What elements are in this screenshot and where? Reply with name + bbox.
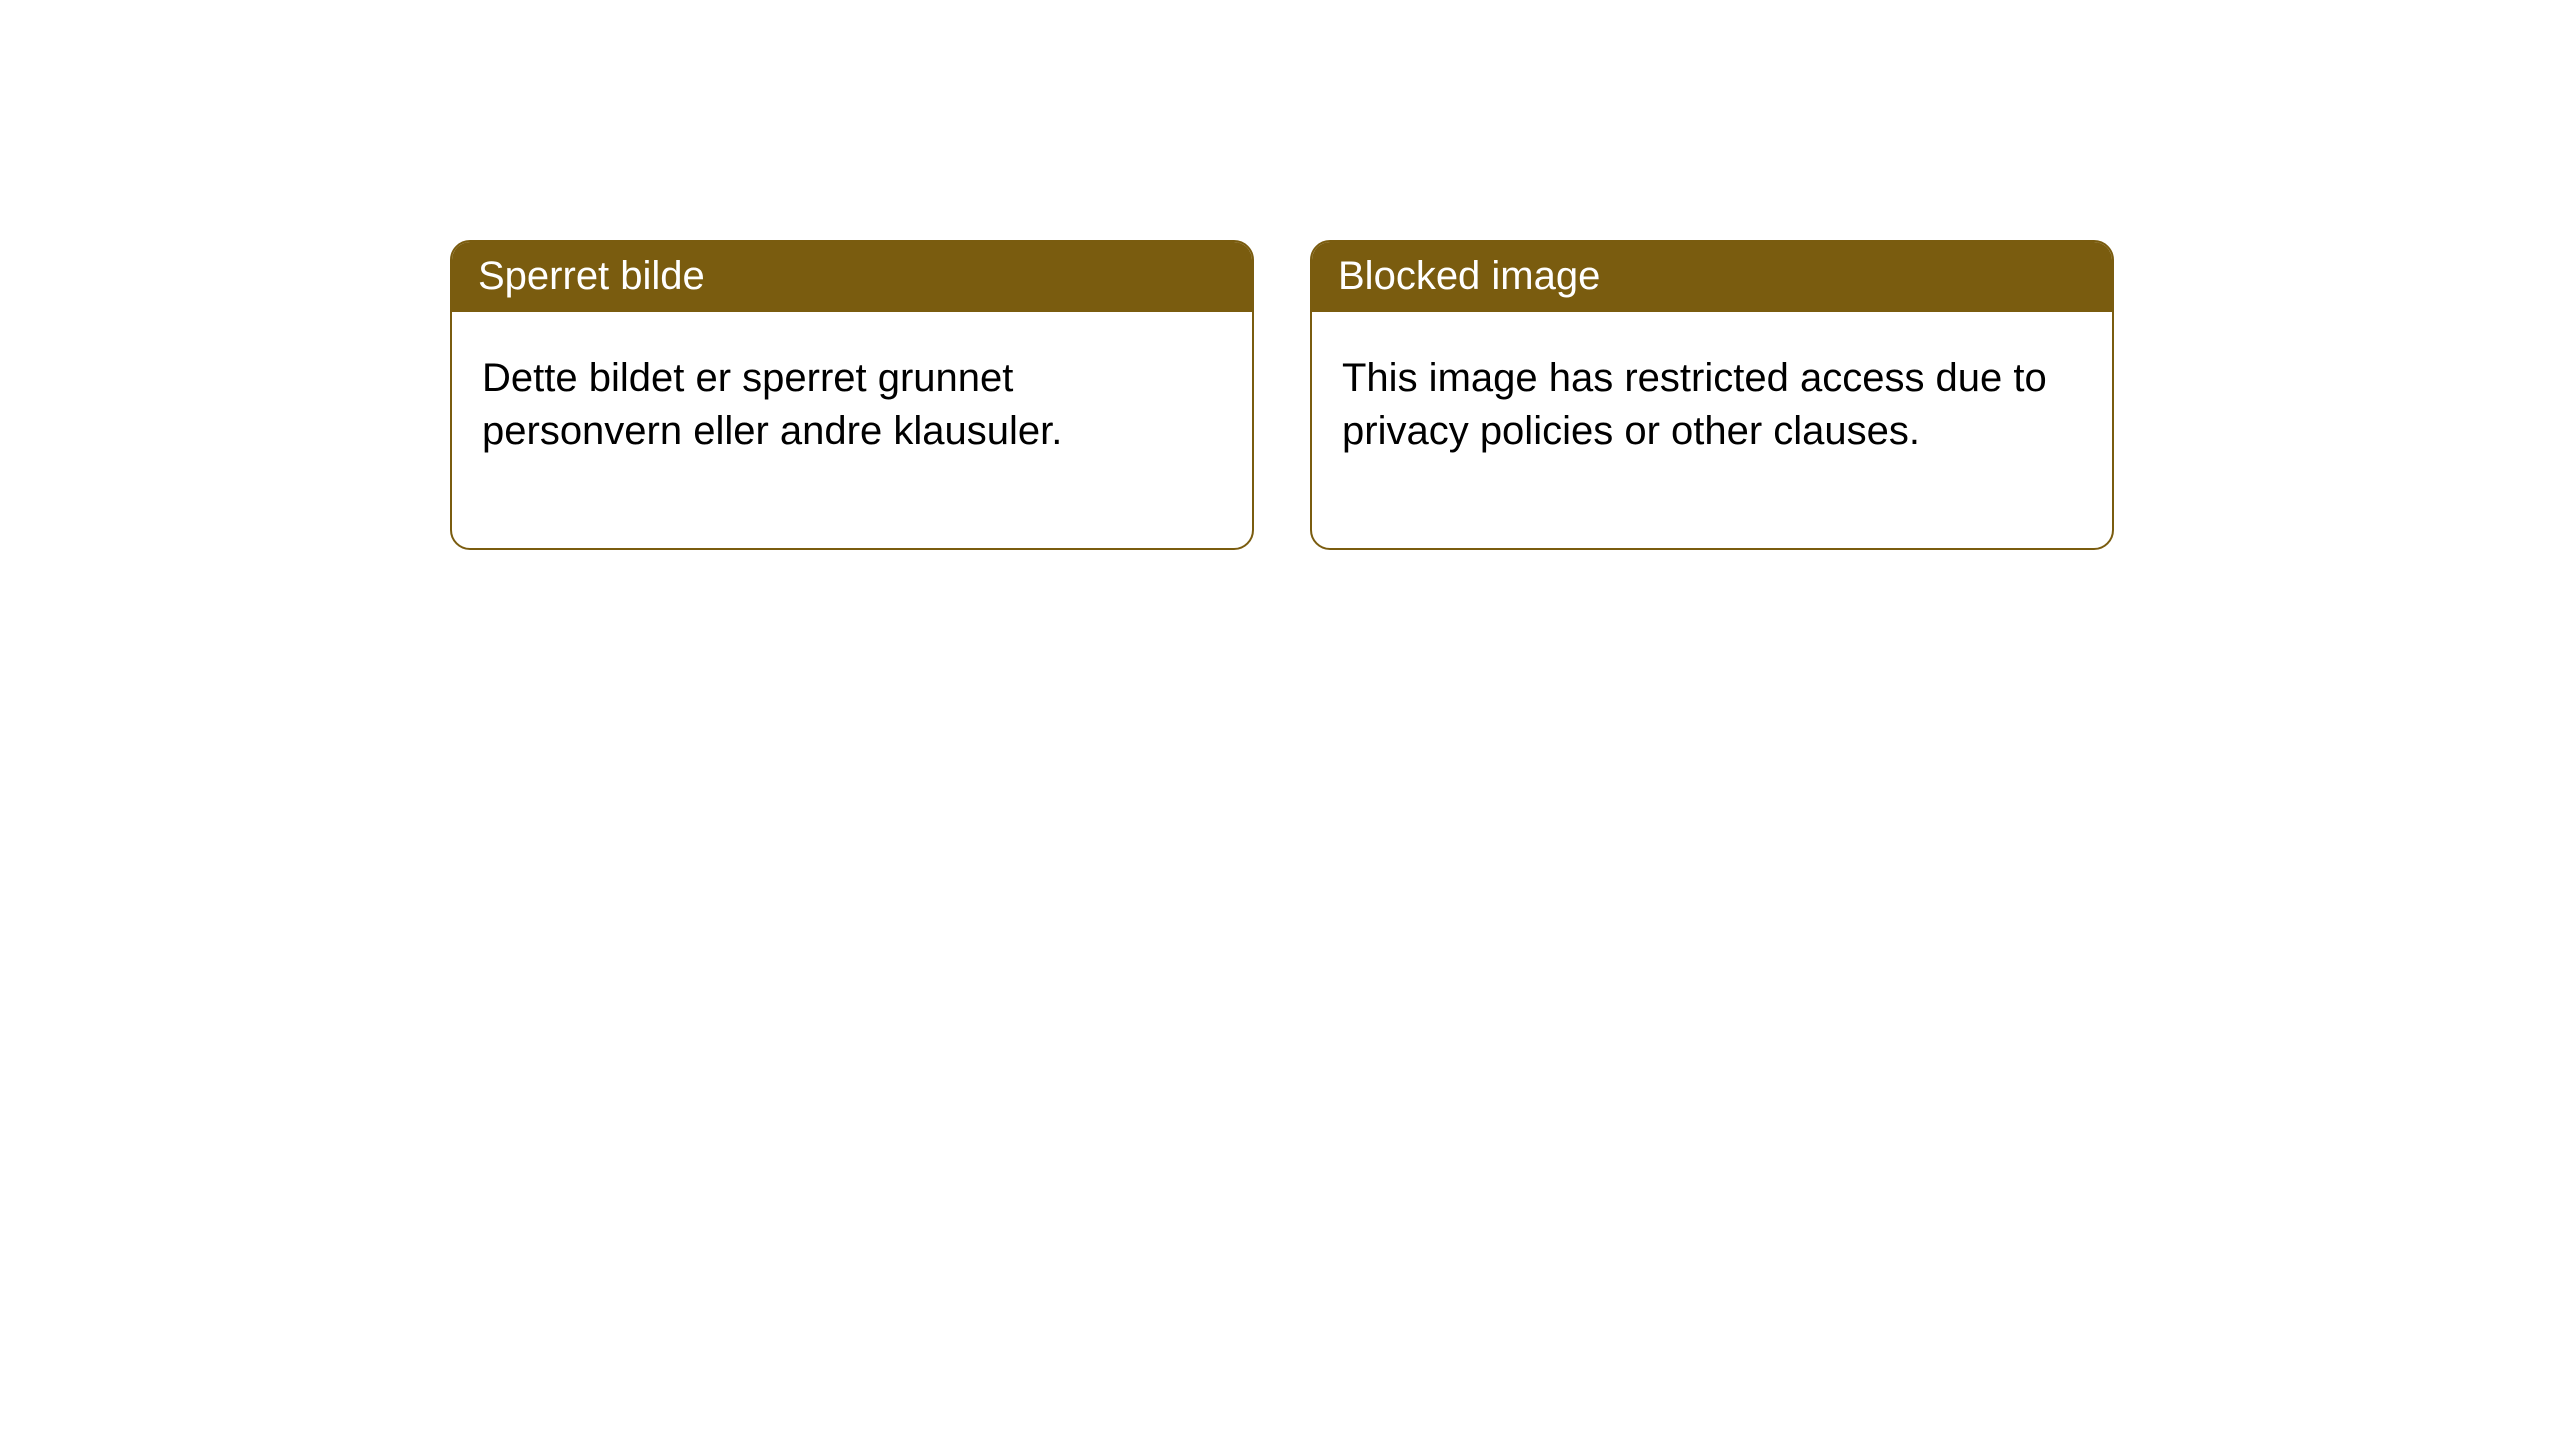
notice-card-body: This image has restricted access due to … [1312,312,2112,548]
notice-message: Dette bildet er sperret grunnet personve… [482,356,1062,453]
notice-container: Sperret bilde Dette bildet er sperret gr… [450,240,2114,550]
notice-title: Sperret bilde [478,254,705,298]
notice-card-norwegian: Sperret bilde Dette bildet er sperret gr… [450,240,1254,550]
notice-card-header: Sperret bilde [452,242,1252,312]
notice-card-english: Blocked image This image has restricted … [1310,240,2114,550]
notice-title: Blocked image [1338,254,1600,298]
notice-card-header: Blocked image [1312,242,2112,312]
notice-card-body: Dette bildet er sperret grunnet personve… [452,312,1252,548]
notice-message: This image has restricted access due to … [1342,356,2047,453]
